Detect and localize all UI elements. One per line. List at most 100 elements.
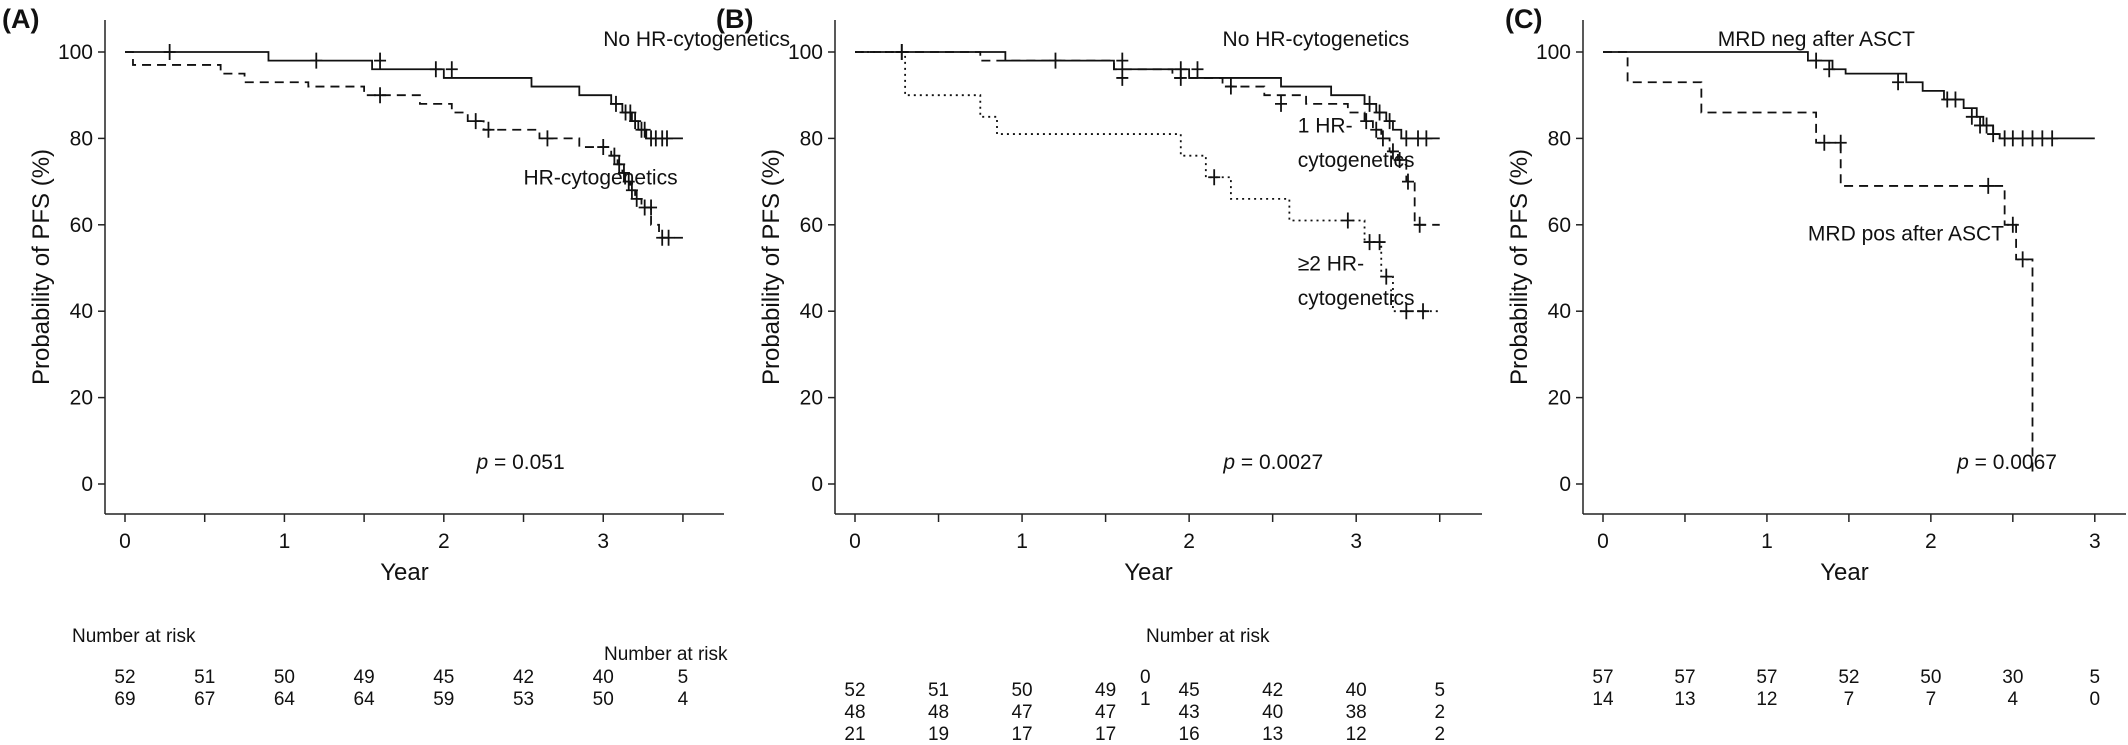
curve-annotation: cytogenetics — [1298, 287, 1415, 310]
censor-mark — [2046, 130, 2059, 147]
censor-mark — [1116, 52, 1129, 69]
risk-value: 5 — [2090, 667, 2101, 688]
censor-mark — [624, 104, 637, 121]
risk-value: 5 — [1434, 680, 1445, 701]
censor-mark — [1965, 108, 1978, 125]
censor-mark — [609, 95, 622, 112]
panel-1: (A) 0 20 40 60 80 100 0 1 2 3 Year Probability of PF… — [2, 4, 790, 710]
risk-value: 2 — [1434, 724, 1445, 745]
y-axis-title: Probability of PFS (%) — [1506, 149, 1533, 385]
risk-value: 67 — [194, 689, 215, 710]
censor-mark — [1834, 134, 1847, 151]
x-axis-title: Year — [1820, 559, 1869, 586]
y-tick-label: 0 — [811, 473, 823, 496]
censor-mark — [1191, 61, 1204, 78]
x-tick-label: 2 — [438, 530, 450, 553]
censor-mark — [429, 61, 442, 78]
y-tick-label: 80 — [70, 127, 93, 150]
risk-value: 16 — [1179, 724, 1200, 745]
risk-value: 51 — [928, 680, 949, 701]
censor-mark — [1980, 117, 1993, 134]
y-tick-label: 0 — [81, 473, 93, 496]
y-tick-label: 100 — [788, 41, 823, 64]
y-axis-title: Probability of PFS (%) — [28, 149, 55, 385]
x-tick-label: 0 — [119, 530, 131, 553]
panel-letter: (A) — [2, 4, 39, 34]
censor-mark — [597, 139, 610, 156]
risk-value: 13 — [1674, 689, 1695, 710]
y-tick-label: 100 — [1536, 41, 1571, 64]
curve-annotation: HR-cytogenetics — [524, 166, 678, 189]
x-tick-label: 1 — [279, 530, 291, 553]
panel-letter: (C) — [1505, 4, 1542, 34]
censor-mark — [629, 113, 642, 130]
risk-value: 17 — [1095, 724, 1116, 745]
censor-mark — [1401, 173, 1414, 190]
y-tick-label: 40 — [800, 300, 823, 323]
risk-value: 12 — [1346, 724, 1367, 745]
censor-mark — [374, 87, 387, 104]
censor-mark — [541, 130, 554, 147]
censor-mark — [1987, 126, 2000, 143]
p-symbol: p — [1956, 451, 1969, 474]
censor-mark — [1360, 113, 1373, 130]
risk-value: 51 — [194, 667, 215, 688]
risk-value: 7 — [1926, 689, 1937, 710]
risk-value: 57 — [1592, 667, 1613, 688]
risk-value: 49 — [1095, 680, 1116, 701]
p-value: = 0.0027 — [1235, 451, 1323, 474]
risk-value: 43 — [1179, 702, 1200, 723]
y-axis-title: Probability of PFS (%) — [758, 149, 785, 385]
series-line-2 — [125, 51, 683, 239]
y-tick-label: 100 — [58, 41, 93, 64]
risk-table-title: Number at risk — [72, 626, 196, 647]
censor-mark — [2016, 251, 2029, 268]
risk-value: 45 — [433, 667, 454, 688]
censor-mark — [1363, 95, 1376, 112]
curve-annotation: MRD pos after ASCT — [1808, 222, 2004, 245]
x-axis-title: Year — [1124, 559, 1173, 586]
y-tick-label: 20 — [70, 387, 93, 410]
censor-mark — [1892, 74, 1905, 91]
risk-value: 47 — [1011, 702, 1032, 723]
x-tick-label: 0 — [849, 530, 861, 553]
censor-mark — [638, 121, 651, 138]
x-tick-label: 2 — [1183, 530, 1195, 553]
risk-value: 50 — [274, 667, 295, 688]
censor-mark — [1413, 216, 1426, 233]
risk-value: 30 — [2002, 667, 2023, 688]
y-tick-label: 40 — [70, 300, 93, 323]
curve-annotation: 1 HR- — [1298, 114, 1353, 137]
risk-value: 21 — [844, 724, 865, 745]
y-tick-label: 60 — [800, 214, 823, 237]
censor-mark — [1420, 130, 1433, 147]
risk-value: 2 — [1434, 702, 1445, 723]
p-value: = 0.051 — [488, 451, 564, 474]
risk-value: 53 — [513, 689, 534, 710]
curve-annotation: No HR-cytogenetics — [603, 28, 790, 51]
y-tick-label: 60 — [70, 214, 93, 237]
risk-value: 13 — [1262, 724, 1283, 745]
censor-mark — [1386, 143, 1399, 160]
censor-mark — [310, 52, 323, 69]
y-tick-label: 20 — [1548, 387, 1571, 410]
p-symbol: p — [475, 451, 488, 474]
censor-mark — [1174, 69, 1187, 86]
series-line-1 — [1603, 51, 2095, 140]
censor-mark — [1810, 52, 1823, 69]
risk-value: 52 — [1838, 667, 1859, 688]
y-tick-label: 60 — [1548, 214, 1571, 237]
risk-table-title: Number at risk — [604, 644, 728, 665]
risk-value: 4 — [2008, 689, 2019, 710]
censor-mark — [1823, 61, 1836, 78]
censor-mark — [1116, 69, 1129, 86]
censor-mark — [1383, 113, 1396, 130]
x-tick-label: 3 — [1350, 530, 1362, 553]
risk-value: 52 — [844, 680, 865, 701]
x-tick-label: 3 — [2089, 530, 2101, 553]
censor-mark — [1393, 152, 1406, 168]
y-tick-label: 20 — [800, 387, 823, 410]
censor-mark — [163, 44, 176, 60]
